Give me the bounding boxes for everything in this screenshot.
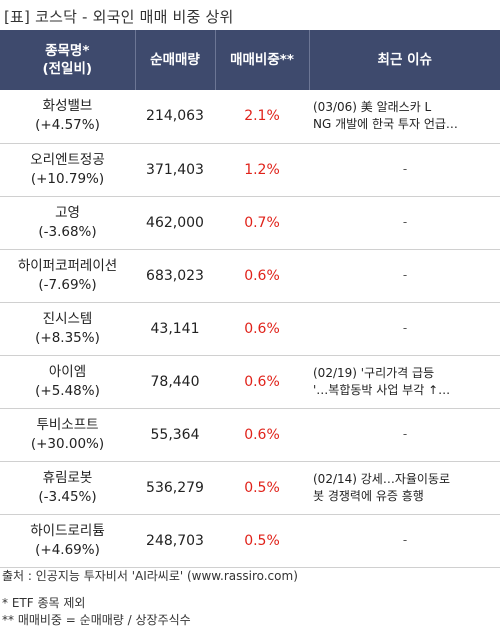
trade-ratio: 0.5% <box>215 514 309 568</box>
table-row: 화성밸브 (+4.57%) 214,063 2.1% (03/06) 美 알래스카 L … <box>0 90 500 144</box>
price-change: (+30.00%) <box>30 435 105 452</box>
trade-ratio: 0.6% <box>215 302 309 356</box>
header-name: 종목명* (전일비) <box>0 30 136 90</box>
stock-name: 투비소프트 <box>36 416 99 433</box>
recent-issue-text: - <box>402 427 408 441</box>
net-volume: 536,279 <box>135 461 215 515</box>
stock-cell: 투비소프트 (+30.00%) <box>0 408 135 462</box>
price-change: (-7.69%) <box>38 276 97 293</box>
stock-name: 진시스템 <box>42 310 93 327</box>
header-name-label: 종목명* (전일비) <box>42 43 93 77</box>
trade-ratio: 1.2% <box>215 143 309 197</box>
stock-name: 아이엠 <box>48 363 87 380</box>
net-volume: 214,063 <box>135 90 215 144</box>
recent-issue-text[interactable]: (03/06) 美 알래스카 L NG 개발에 한국 투자 언급… <box>313 100 458 132</box>
net-volume: 683,023 <box>135 249 215 303</box>
recent-issue: - <box>309 143 500 197</box>
source-note: 출처 : 인공지능 투자비서 'AI라씨로' (www.rassiro.com) <box>2 569 298 583</box>
stock-name: 고영 <box>55 204 80 221</box>
table-row: 휴림로봇 (-3.45%) 536,279 0.5% (02/14) 강세…자율이동로 … <box>0 461 500 515</box>
stock-cell: 고영 (-3.68%) <box>0 196 135 250</box>
header-row: 종목명* (전일비) 순매매량 매매비중** 최근 이슈 <box>0 30 500 90</box>
price-change: (+10.79%) <box>30 170 105 187</box>
recent-issue-text[interactable]: (02/19) '구리가격 급등 '…복합동박 사업 부각 ↑… <box>313 365 451 397</box>
recent-issue-text: - <box>402 321 408 335</box>
recent-issue: - <box>309 514 500 568</box>
foreign-trading-table: 종목명* (전일비) 순매매량 매매비중** 최근 이슈 화성밸브 (+4.57%… <box>0 30 500 568</box>
stock-cell: 하이드로리튬 (+4.69%) <box>0 514 135 568</box>
stock-name: 오리엔트정공 <box>30 151 105 168</box>
recent-issue-text: - <box>402 533 408 547</box>
net-volume: 462,000 <box>135 196 215 250</box>
table-row: 투비소프트 (+30.00%) 55,364 0.6% - <box>0 408 500 462</box>
stock-name: 휴림로봇 <box>42 469 93 486</box>
stock-name: 하이퍼코퍼레이션 <box>17 257 118 274</box>
stock-cell: 진시스템 (+8.35%) <box>0 302 135 356</box>
trade-ratio: 0.6% <box>215 249 309 303</box>
stock-cell: 화성밸브 (+4.57%) <box>0 90 135 144</box>
recent-issue: - <box>309 408 500 462</box>
recent-issue-text: - <box>402 268 408 282</box>
header-ratio: 매매비중** <box>215 30 310 90</box>
net-volume: 248,703 <box>135 514 215 568</box>
recent-issue: - <box>309 302 500 356</box>
stock-cell: 하이퍼코퍼레이션 (-7.69%) <box>0 249 135 303</box>
price-change: (-3.68%) <box>38 223 97 240</box>
net-volume: 78,440 <box>135 355 215 409</box>
trade-ratio: 0.5% <box>215 461 309 515</box>
price-change: (-3.45%) <box>38 488 97 505</box>
trade-ratio: 0.6% <box>215 408 309 462</box>
recent-issue: - <box>309 196 500 250</box>
stock-cell: 휴림로봇 (-3.45%) <box>0 461 135 515</box>
table-row: 고영 (-3.68%) 462,000 0.7% - <box>0 196 500 250</box>
net-volume: 43,141 <box>135 302 215 356</box>
table-body: 화성밸브 (+4.57%) 214,063 2.1% (03/06) 美 알래스카 L … <box>0 90 500 568</box>
header-issue: 최근 이슈 <box>309 30 500 90</box>
recent-issue[interactable]: (02/14) 강세…자율이동로 봇 경쟁력에 유증 흥행 <box>309 461 500 515</box>
net-volume: 371,403 <box>135 143 215 197</box>
table-row: 아이엠 (+5.48%) 78,440 0.6% (02/19) '구리가격 급등 '…… <box>0 355 500 409</box>
price-change: (+4.69%) <box>35 541 100 558</box>
price-change: (+5.48%) <box>35 382 100 399</box>
stock-cell: 아이엠 (+5.48%) <box>0 355 135 409</box>
ratio-note: ** 매매비중 = 순매매량 / 상장주식수 <box>2 613 191 627</box>
recent-issue[interactable]: (02/19) '구리가격 급등 '…복합동박 사업 부각 ↑… <box>309 355 500 409</box>
table-row: 오리엔트정공 (+10.79%) 371,403 1.2% - <box>0 143 500 197</box>
header-volume: 순매매량 <box>135 30 216 90</box>
etf-note: * ETF 종목 제외 <box>2 596 86 610</box>
table-row: 하이퍼코퍼레이션 (-7.69%) 683,023 0.6% - <box>0 249 500 303</box>
recent-issue-text: - <box>402 162 408 176</box>
stock-cell: 오리엔트정공 (+10.79%) <box>0 143 135 197</box>
stock-name: 화성밸브 <box>42 98 93 115</box>
table-row: 진시스템 (+8.35%) 43,141 0.6% - <box>0 302 500 356</box>
price-change: (+8.35%) <box>35 329 100 346</box>
recent-issue-text[interactable]: (02/14) 강세…자율이동로 봇 경쟁력에 유증 흥행 <box>313 471 451 503</box>
price-change: (+4.57%) <box>35 117 100 134</box>
recent-issue-text: - <box>402 215 408 229</box>
trade-ratio: 2.1% <box>215 90 309 144</box>
net-volume: 55,364 <box>135 408 215 462</box>
recent-issue: - <box>309 249 500 303</box>
trade-ratio: 0.6% <box>215 355 309 409</box>
recent-issue[interactable]: (03/06) 美 알래스카 L NG 개발에 한국 투자 언급… <box>309 90 500 144</box>
stock-name: 하이드로리튬 <box>30 522 105 539</box>
trade-ratio: 0.7% <box>215 196 309 250</box>
table-row: 하이드로리튬 (+4.69%) 248,703 0.5% - <box>0 514 500 568</box>
table-title: [표] 코스닥 - 외국인 매매 비중 상위 <box>4 8 234 26</box>
